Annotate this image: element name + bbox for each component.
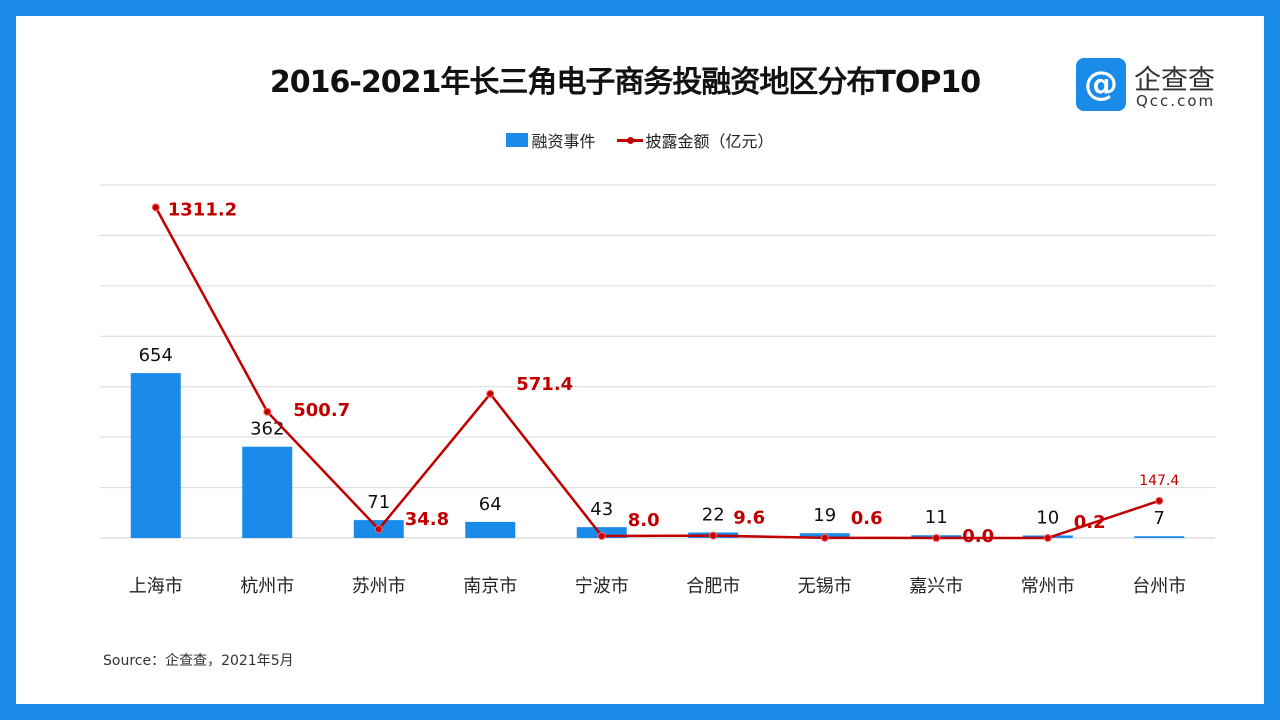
chart-background — [16, 16, 1264, 704]
bar — [465, 521, 516, 538]
line-point — [597, 531, 606, 540]
bar-value-label: 7 — [1154, 508, 1165, 529]
x-tick-label: 苏州市 — [352, 576, 406, 597]
line-point — [1043, 533, 1052, 542]
line-value-label: 147.4 — [1139, 473, 1179, 489]
bar-value-label: 654 — [139, 345, 173, 366]
line-point — [374, 525, 383, 534]
line-value-label: 0.2 — [1074, 512, 1106, 533]
bar-value-label: 362 — [250, 419, 284, 440]
x-tick-label: 杭州市 — [240, 576, 294, 597]
bar — [1134, 536, 1185, 538]
x-tick-label: 上海市 — [129, 576, 183, 597]
line-point — [709, 531, 718, 540]
line-point — [1155, 496, 1164, 505]
x-tick-label: 宁波市 — [575, 576, 629, 597]
bar-value-label: 10 — [1036, 507, 1059, 528]
line-value-label: 0.0 — [962, 526, 994, 547]
qcc-logo: @ 企查查 Qcc.com — [1076, 58, 1226, 114]
bar-value-label: 11 — [925, 507, 948, 528]
line-value-label: 0.6 — [851, 508, 883, 529]
chart-title: 2016-2021年长三角电子商务投融资地区分布TOP10 — [269, 65, 981, 100]
line-value-label: 8.0 — [628, 510, 660, 531]
legend-bar-swatch — [506, 133, 529, 147]
bar-value-label: 43 — [590, 499, 613, 520]
line-point — [263, 407, 272, 416]
logo-icon: @ — [1076, 58, 1126, 111]
x-tick-label: 南京市 — [463, 576, 517, 597]
source-note: Source：企查查，2021年5月 — [103, 653, 294, 669]
bar-value-label: 64 — [479, 494, 502, 515]
bar-value-label: 22 — [702, 504, 725, 525]
line-value-label: 571.4 — [516, 374, 573, 395]
legend: 融资事件 披露金额（亿元） — [0, 128, 1280, 152]
legend-line-label: 披露金额（亿元） — [645, 132, 774, 151]
line-value-label: 9.6 — [733, 508, 765, 529]
x-tick-label: 常州市 — [1021, 576, 1075, 597]
bar — [130, 373, 181, 538]
x-tick-label: 台州市 — [1132, 576, 1186, 597]
line-point — [932, 534, 941, 542]
logo-text-cn: 企查查 — [1134, 65, 1215, 96]
bar-value-label: 71 — [367, 492, 390, 513]
line-point — [486, 389, 495, 398]
x-tick-label: 无锡市 — [798, 576, 852, 597]
line-value-label: 34.8 — [405, 509, 449, 530]
x-tick-label: 嘉兴市 — [909, 576, 963, 597]
legend-bar-label: 融资事件 — [531, 132, 596, 151]
line-series — [154, 206, 1160, 540]
line-point — [820, 533, 829, 542]
line-point — [151, 203, 160, 212]
x-tick-label: 合肥市 — [686, 576, 740, 597]
logo-text-en: Qcc.com — [1136, 92, 1216, 110]
bar-value-label: 19 — [813, 505, 836, 526]
line-value-label: 1311.2 — [168, 199, 237, 220]
bar — [242, 446, 293, 538]
line-value-label: 500.7 — [293, 400, 350, 421]
legend-line-swatch — [616, 136, 643, 144]
